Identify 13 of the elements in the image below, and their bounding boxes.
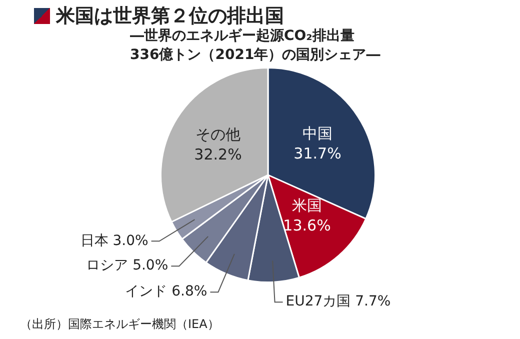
slice-label: 中国 — [302, 124, 333, 143]
slice-label: 日本 3.0% — [80, 232, 148, 249]
data-label: 32.2% — [194, 145, 242, 164]
slice-label: 米国 — [292, 196, 322, 215]
chart-title: 米国は世界第２位の排出国 — [56, 4, 284, 28]
data-label: 31.7% — [294, 144, 342, 163]
slice-label: その他 — [196, 125, 240, 144]
slice-label: インド 6.8% — [125, 284, 208, 300]
slice-label: EU27カ国 7.7% — [286, 294, 391, 310]
chart-subtitle: ―世界のエネルギー起源CO₂排出量 336億トン（2021年）の国別シェア― — [130, 27, 380, 65]
text: （出所）国際エネルギー機関（IEA） — [20, 316, 220, 333]
slice-label: ロシア 5.0% — [86, 258, 168, 274]
data-label: 13.6% — [283, 216, 331, 235]
